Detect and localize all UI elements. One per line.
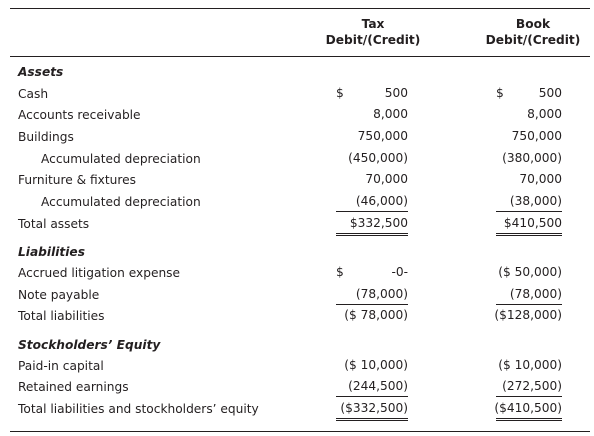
amount-cell: 70,000 — [365, 172, 408, 186]
row-label: Paid-in capital — [18, 359, 104, 373]
amount-cell: ($ 78,000) — [344, 308, 408, 322]
row-label: Accrued litigation expense — [18, 266, 181, 280]
amount-cell: (450,000) — [348, 151, 408, 165]
amount-cell: 8,000 — [527, 107, 562, 121]
amount-cell: 8,000 — [373, 107, 408, 121]
row-label: Furniture & fixtures — [18, 173, 136, 187]
row-label: Accumulated depreciation — [41, 152, 201, 166]
amount: 500 — [538, 86, 562, 100]
header-rule — [10, 56, 590, 57]
section-heading: Liabilities — [18, 245, 85, 259]
row-label: Note payable — [18, 288, 100, 302]
table-row: Cash $500 $500 — [0, 84, 594, 104]
amount-cell: $332,500 — [336, 214, 408, 236]
row-label: Buildings — [18, 130, 74, 144]
amount-cell: $ -0- — [336, 263, 408, 282]
currency-sign: $ — [336, 265, 344, 279]
table-row: Retained earnings (244,500) (272,500) — [0, 377, 594, 397]
table-row: Total liabilities ($ 78,000) ($128,000) — [0, 306, 594, 326]
header-line: Debit/(Credit) — [485, 33, 581, 47]
amount-cell: ($ 10,000) — [498, 358, 562, 372]
section-heading: Stockholders’ Equity — [18, 338, 161, 352]
header-line: Tax — [361, 17, 385, 31]
table-row: Buildings 750,000 750,000 — [0, 127, 594, 147]
row-label: Total assets — [18, 217, 90, 231]
amount-cell: (272,500) — [496, 377, 562, 397]
amount-cell: (46,000) — [336, 192, 408, 212]
amount-cell: (78,000) — [496, 285, 562, 305]
amount-cell: 70,000 — [519, 172, 562, 186]
table-row: Assets — [0, 62, 594, 82]
amount-cell: (38,000) — [496, 192, 562, 212]
table-row: Accrued litigation expense $ -0- ($ 50,000) — [0, 263, 594, 283]
amount-cell: ($128,000) — [494, 308, 562, 322]
amount: -0- — [391, 265, 408, 279]
amount: 500 — [384, 86, 408, 100]
amount-cell: $500 — [496, 84, 562, 103]
row-label: Retained earnings — [18, 380, 129, 394]
table-row: Stockholders’ Equity — [0, 335, 594, 355]
top-rule — [10, 8, 590, 9]
amount-cell: (380,000) — [502, 151, 562, 165]
table-row: Accumulated depreciation (450,000) (380,00… — [0, 149, 594, 169]
amount-cell: ($ 10,000) — [344, 358, 408, 372]
table-row: Accounts receivable 8,000 8,000 — [0, 105, 594, 125]
row-label: Total liabilities and stockholders’ equi… — [18, 402, 259, 416]
table-row: Total assets $332,500 $410,500 — [0, 214, 594, 236]
header-line: Debit/(Credit) — [325, 33, 421, 47]
table-row: Note payable (78,000) (78,000) — [0, 285, 594, 305]
amount-cell: (78,000) — [336, 285, 408, 305]
table-row: Furniture & fixtures 70,000 70,000 — [0, 170, 594, 190]
column-header: Tax Debit/(Credit) — [308, 16, 438, 48]
amount-cell: $410,500 — [496, 214, 562, 236]
currency-sign: $ — [336, 86, 344, 100]
amount-cell: ($332,500) — [336, 399, 408, 421]
section-heading: Assets — [18, 65, 64, 79]
table-row: Paid-in capital ($ 10,000) ($ 10,000) — [0, 356, 594, 376]
amount-cell: (244,500) — [336, 377, 408, 397]
table-row: Accumulated depreciation (46,000) (38,000) — [0, 192, 594, 212]
amount-cell: 750,000 — [511, 129, 562, 143]
amount-cell: 750,000 — [357, 129, 408, 143]
row-label: Accumulated depreciation — [41, 195, 201, 209]
amount-cell: ($ 50,000) — [498, 265, 562, 279]
table-row: Liabilities — [0, 242, 594, 262]
header-line: Book — [515, 17, 551, 31]
currency-sign: $ — [496, 86, 504, 100]
amount-cell: ($410,500) — [494, 399, 562, 421]
row-label: Accounts receivable — [18, 108, 141, 122]
bottom-rule — [10, 431, 590, 432]
amount-cell: $500 — [336, 84, 408, 103]
table-row: Total liabilities and stockholders’ equi… — [0, 399, 594, 421]
row-label: Total liabilities — [18, 309, 105, 323]
column-header: Book Debit/(Credit) — [468, 16, 594, 48]
row-label: Cash — [18, 87, 49, 101]
